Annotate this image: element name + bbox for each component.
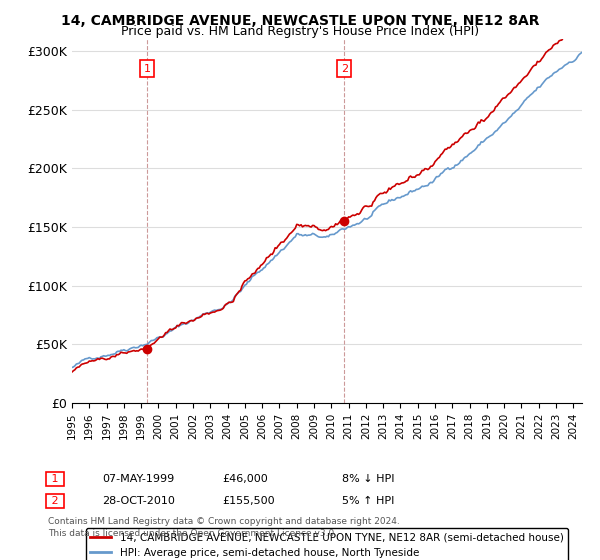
Text: 2: 2 (341, 63, 348, 73)
Text: 2: 2 (48, 496, 62, 506)
Legend: 14, CAMBRIDGE AVENUE, NEWCASTLE UPON TYNE, NE12 8AR (semi-detached house), HPI: : 14, CAMBRIDGE AVENUE, NEWCASTLE UPON TYN… (86, 528, 568, 560)
Text: 07-MAY-1999: 07-MAY-1999 (102, 474, 174, 484)
Text: 1: 1 (48, 474, 62, 484)
Text: £155,500: £155,500 (222, 496, 275, 506)
Text: Contains HM Land Registry data © Crown copyright and database right 2024.: Contains HM Land Registry data © Crown c… (48, 517, 400, 526)
Text: 14, CAMBRIDGE AVENUE, NEWCASTLE UPON TYNE, NE12 8AR: 14, CAMBRIDGE AVENUE, NEWCASTLE UPON TYN… (61, 14, 539, 28)
Text: This data is licensed under the Open Government Licence v3.0.: This data is licensed under the Open Gov… (48, 529, 337, 538)
Text: 5% ↑ HPI: 5% ↑ HPI (342, 496, 394, 506)
Text: £46,000: £46,000 (222, 474, 268, 484)
Text: Price paid vs. HM Land Registry's House Price Index (HPI): Price paid vs. HM Land Registry's House … (121, 25, 479, 38)
Text: 8% ↓ HPI: 8% ↓ HPI (342, 474, 395, 484)
Text: 28-OCT-2010: 28-OCT-2010 (102, 496, 175, 506)
Text: 1: 1 (143, 63, 151, 73)
